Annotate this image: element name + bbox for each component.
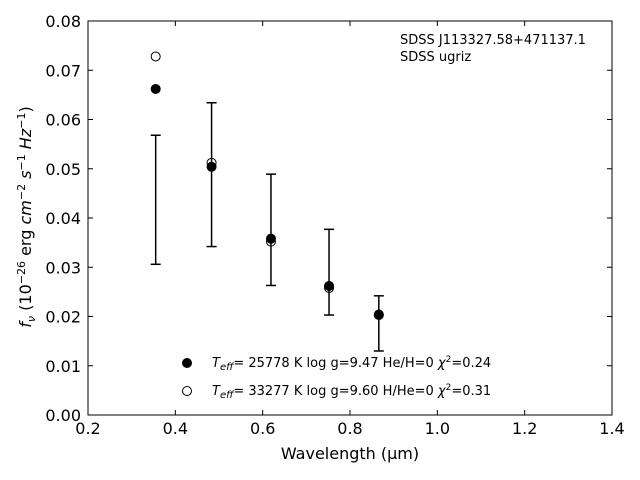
legend: Teff= 25778 K log g=9.47 He/H=0 χ2=0.24 … [182,355,491,401]
y-tick-label: 0.00 [45,406,81,425]
ylabel-exp4: −1 [15,113,28,129]
y-tick-label: 0.01 [45,357,81,376]
y-tick-label: 0.02 [45,308,81,327]
y-axis-label: fν (10−26 erg cm−2 s−1 Hz−1) [15,106,38,327]
ylabel-s: s [16,171,35,184]
x-tick-label: 0.2 [75,419,100,438]
model-point-filled [265,233,276,244]
legend-2-sup: 2 [446,383,452,393]
y-tick-label: 0.07 [45,61,81,80]
legend-2-chi: χ [437,384,447,399]
model-point-open [150,51,161,62]
legend-1-chi: χ [437,356,447,371]
x-tick-label: 0.6 [250,419,275,438]
model-point-filled [373,309,384,320]
data-layer [150,51,384,352]
legend-marker-filled [182,358,192,368]
annotation-object: SDSS J113327.58+471137.1 [400,33,586,48]
ylabel-open: (10 [16,284,35,316]
y-tick-label: 0.05 [45,160,81,179]
ylabel-f: f [16,320,35,328]
ylabel-hz: Hz [16,128,35,154]
ylabel-nu: ν [25,316,38,322]
legend-1-end: =0.24 [451,356,491,371]
annotation: SDSS J113327.58+471137.1 SDSS ugriz [400,33,586,65]
ylabel-exp2: −2 [15,184,28,200]
y-tick-label: 0.03 [45,258,81,277]
model-point-filled [150,83,161,94]
y-tick-label: 0.08 [45,12,81,31]
y-tick-label: 0.04 [45,209,81,228]
annotation-filters: SDSS ugriz [400,50,471,65]
model-point-filled [206,161,217,172]
legend-1-sup: 2 [446,355,452,365]
x-tick-label: 1.4 [599,419,624,438]
legend-1-t: T [212,356,221,371]
ylabel-erg: erg [16,225,35,261]
legend-1-text: = 25778 K log g=9.47 He/H=0 [233,356,438,371]
x-tick-label: 0.8 [337,419,362,438]
legend-2-sub: eff [220,390,235,401]
y-tick-label: 0.06 [45,111,81,130]
x-tick-label: 1.2 [512,419,537,438]
plot-frame [87,20,613,416]
legend-label-model-2: Teff= 33277 K log g=9.60 H/He=0 χ2=0.31 [212,383,491,401]
model-point-filled [324,280,335,291]
legend-2-t: T [212,384,221,399]
legend-1-sub: eff [220,362,235,373]
ylabel-exp3: −1 [15,154,28,170]
ylabel-close: ) [16,106,35,112]
x-axis-label: Wavelength (μm) [281,444,419,463]
legend-label-model-1: Teff= 25778 K log g=9.47 He/H=0 χ2=0.24 [212,355,491,373]
x-tick-label: 0.4 [163,419,188,438]
ylabel-exp1: −26 [15,261,28,284]
ylabel-cm: cm [16,200,35,224]
legend-marker-open [182,386,192,396]
legend-2-end: =0.31 [451,384,491,399]
x-tick-label: 1.0 [425,419,450,438]
legend-2-text: = 33277 K log g=9.60 H/He=0 [233,384,438,399]
